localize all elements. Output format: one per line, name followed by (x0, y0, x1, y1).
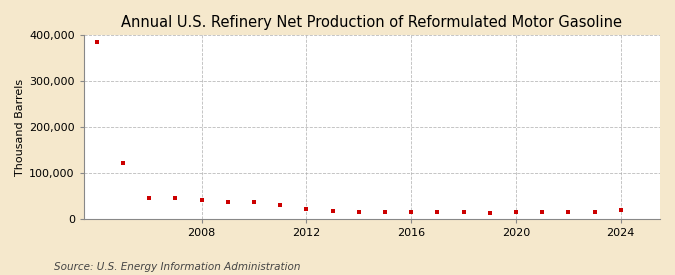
Title: Annual U.S. Refinery Net Production of Reformulated Motor Gasoline: Annual U.S. Refinery Net Production of R… (122, 15, 622, 30)
Text: Source: U.S. Energy Information Administration: Source: U.S. Energy Information Administ… (54, 262, 300, 272)
Y-axis label: Thousand Barrels: Thousand Barrels (15, 79, 25, 176)
